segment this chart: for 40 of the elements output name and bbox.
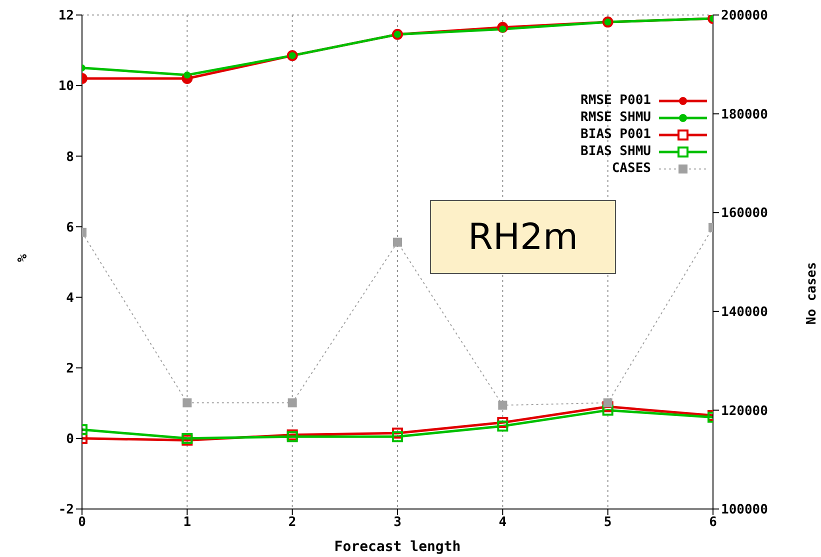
y-tick-label: 0: [66, 432, 74, 448]
x-tick-label: 6: [709, 515, 718, 530]
point: [498, 400, 508, 410]
y2-axis-title: No cases: [804, 262, 820, 325]
point: [288, 398, 297, 408]
y-tick-label: 6: [66, 220, 74, 236]
x-tick-label: 5: [604, 515, 612, 530]
legend-label: BIAS SHMU: [580, 144, 651, 159]
point: [497, 420, 508, 432]
x-tick-label: 4: [498, 515, 507, 530]
y-tick-label: 8: [66, 150, 74, 165]
point: [182, 398, 192, 408]
legend-label: RMSE P001: [580, 93, 651, 108]
x-tick-label: 3: [394, 515, 402, 530]
point: [392, 431, 403, 442]
y2-tick-label: 140000: [721, 305, 768, 320]
y2-tick-label: 200000: [721, 8, 768, 24]
y-tick-label: 12: [58, 8, 74, 24]
x-tick-label: 0: [78, 515, 86, 530]
y2-tick-label: 100000: [721, 502, 768, 518]
x-axis-title: Forecast length: [334, 539, 461, 555]
y2-tick-label: 120000: [721, 404, 768, 419]
point: [393, 238, 402, 247]
y-tick-label: 10: [58, 79, 74, 94]
x-tick-label: 1: [183, 515, 192, 530]
legend-label: BIAS P001: [580, 127, 651, 142]
point: [603, 398, 612, 408]
y2-tick-label: 160000: [721, 206, 768, 222]
y-tick-label: 4: [66, 290, 74, 306]
point: [602, 404, 614, 416]
point: [184, 71, 191, 78]
legend-label: CASES: [612, 161, 651, 176]
y-axis-title: %: [16, 254, 31, 262]
y-tick-label: -2: [58, 502, 74, 518]
point: [602, 401, 614, 412]
y2-tick-label: 180000: [721, 107, 768, 122]
y-tick-label: 2: [66, 361, 74, 376]
x-tick-label: 2: [288, 515, 296, 530]
legend-label: RMSE SHMU: [580, 110, 651, 125]
annotation: RH2m: [430, 200, 616, 274]
